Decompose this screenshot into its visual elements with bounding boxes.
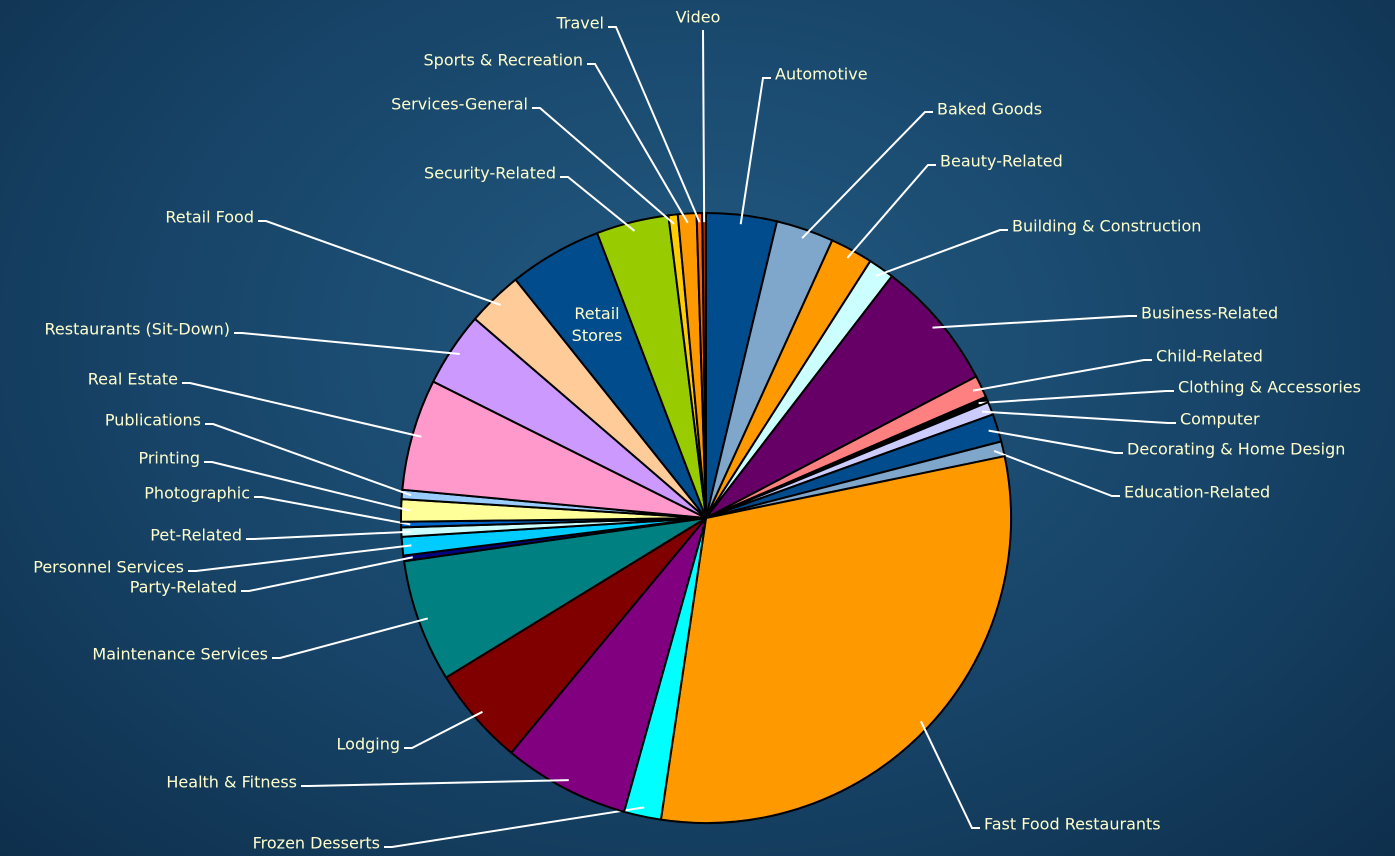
leader-line	[182, 382, 422, 438]
slice-label: Pet-Related	[150, 526, 242, 545]
leader-line	[846, 164, 936, 259]
leader-line	[875, 229, 1008, 277]
slice-label: Business-Related	[1141, 304, 1278, 323]
slice-label: Health & Fitness	[166, 773, 297, 792]
leader-line	[204, 461, 411, 512]
leader-line	[254, 496, 411, 526]
slice-label: Party-Related	[130, 578, 237, 597]
leader-line	[988, 429, 1123, 454]
slice-label: Security-Related	[424, 164, 556, 183]
slice-label: Services-General	[391, 95, 528, 114]
pie-slice	[705, 274, 978, 519]
leader-line	[241, 556, 413, 592]
slice-label: Publications	[105, 411, 201, 430]
slice-label: Restaurants (Sit-Down)	[45, 320, 230, 339]
slice-label: Sports & Recreation	[424, 51, 584, 70]
slice-label: Baked Goods	[937, 100, 1042, 119]
slice-label: Building & Construction	[1012, 217, 1201, 236]
slice-label: Frozen Desserts	[253, 834, 380, 853]
leader-line	[608, 26, 701, 223]
slice-label-box: Retail Stores	[571, 304, 623, 346]
slice-label: Clothing & Accessories	[1178, 378, 1361, 397]
leader-line	[587, 63, 689, 224]
pie-slice	[509, 517, 707, 814]
slice-label: Automotive	[775, 65, 868, 84]
leader-line	[978, 390, 1174, 405]
leader-line	[560, 176, 636, 232]
slice-label: Computer	[1180, 410, 1260, 429]
leader-line	[993, 449, 1120, 497]
leader-line	[258, 220, 502, 306]
leader-line	[188, 544, 412, 572]
leader-line	[972, 359, 1152, 392]
slice-label: Child-Related	[1156, 347, 1263, 366]
leader-line	[801, 111, 933, 239]
leader-line	[739, 77, 771, 225]
slice-label: Travel	[555, 14, 604, 33]
leader-line	[384, 806, 645, 848]
slice-label: Retail Food	[165, 208, 254, 227]
slice-label: Maintenance Services	[92, 645, 268, 664]
slice-label: Beauty-Related	[940, 152, 1063, 171]
leader-line	[234, 332, 460, 356]
slice-label: Education-Related	[1124, 483, 1270, 502]
slice-label: Decorating & Home Design	[1127, 440, 1345, 459]
leader-line	[920, 720, 980, 829]
leader-line	[272, 617, 428, 659]
pie-slice	[659, 455, 1012, 824]
leader-line	[205, 423, 412, 497]
slice-label: Retail Stores	[571, 304, 623, 346]
leader-line	[404, 710, 483, 749]
leader-line	[932, 315, 1137, 329]
slice-label: Photographic	[144, 484, 250, 503]
leader-line	[246, 530, 411, 540]
leader-line	[532, 107, 675, 225]
slice-label: Fast Food Restaurants	[984, 815, 1161, 834]
slice-label: Printing	[138, 449, 200, 468]
slice-label: Real Estate	[88, 370, 178, 389]
slice-label: Video	[676, 8, 721, 27]
leader-line	[301, 779, 569, 787]
slice-label: Personnel Services	[33, 558, 184, 577]
leader-line	[981, 410, 1176, 424]
leader-line	[702, 29, 706, 223]
slice-label: Lodging	[337, 735, 400, 754]
